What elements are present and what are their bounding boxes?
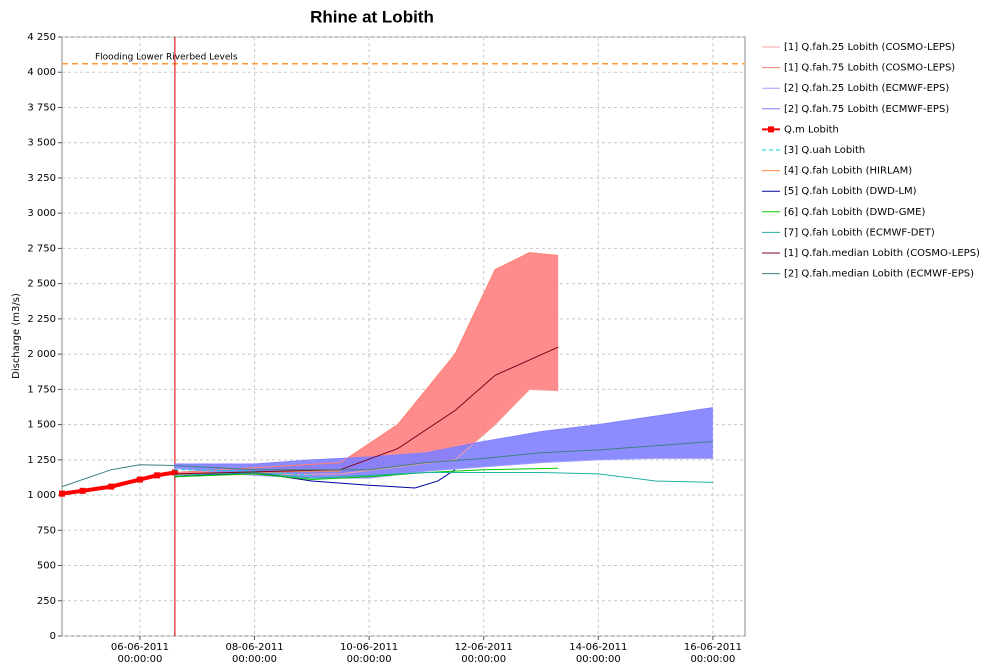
plot-area [61,36,746,637]
legend-label: [7] Q.fah Lobith (ECMWF-DET) [784,227,935,238]
y-tick-label: 3 000 [27,208,56,219]
reference-label: Flooding Lower Riverbed Levels [95,52,238,62]
y-tick-label: 3 500 [27,138,56,149]
point-marker [108,483,115,490]
series-line [174,407,713,465]
point-marker [171,469,178,476]
y-tick-label: 4 000 [27,67,56,78]
legend-marker [768,126,774,133]
point-marker [154,472,161,479]
y-tick-label: 1 750 [27,384,56,395]
y-tick-label: 2 000 [27,349,56,360]
y-tick-label: 750 [37,525,56,536]
x-tick-label: 08-06-2011 00:00:00 [225,642,284,665]
y-tick-label: 0 [50,631,56,642]
series-line [174,472,713,483]
y-tick-label: 1 500 [27,420,56,431]
band-area [174,252,559,476]
y-tick-label: 3 750 [27,102,56,113]
series-line [174,252,559,474]
point-marker [136,476,143,483]
point-marker [79,487,86,494]
legend-label: [3] Q.uah Lobith [784,145,865,156]
x-tick-label: 14-06-2011 00:00:00 [569,642,628,665]
x-tick-label: 06-06-2011 00:00:00 [110,642,169,665]
series-line [174,388,559,476]
x-tick-label: 16-06-2011 00:00:00 [683,642,742,665]
y-tick-label: 2 250 [27,314,56,325]
y-tick-label: 250 [37,596,56,607]
legend-label: Q.m Lobith [784,124,839,135]
legend-label: [1] Q.fah.median Lobith (COSMO-LEPS) [784,248,980,259]
y-tick-label: 4 250 [27,32,56,43]
series-line [174,469,312,476]
x-tick-label: 10-06-2011 00:00:00 [340,642,399,665]
legend-label: [1] Q.fah.25 Lobith (COSMO-LEPS) [784,42,955,53]
series-line [61,441,713,488]
series-line [174,346,559,475]
y-axis-label: Discharge (m3/s) [11,293,22,379]
y-tick-label: 2 500 [27,279,56,290]
x-tick-label: 12-06-2011 00:00:00 [454,642,513,665]
legend-label: [2] Q.fah.25 Lobith (ECMWF-EPS) [784,83,949,94]
legend-label: [2] Q.fah.median Lobith (ECMWF-EPS) [784,269,974,280]
legend-label: [1] Q.fah.75 Lobith (COSMO-LEPS) [784,63,955,74]
legend-label: [2] Q.fah.75 Lobith (ECMWF-EPS) [784,104,949,115]
series-line [174,467,559,481]
legend-label: [4] Q.fah Lobith (HIRLAM) [784,166,912,177]
y-tick-label: 1 000 [27,490,56,501]
legend-label: [6] Q.fah Lobith (DWD-GME) [784,207,925,218]
y-tick-label: 2 750 [27,243,56,254]
legend-label: [5] Q.fah Lobith (DWD-LM) [784,186,917,197]
y-tick-label: 1 250 [27,455,56,466]
y-tick-label: 500 [37,561,56,572]
point-marker [59,490,65,497]
chart-title: Rhine at Lobith [310,7,434,26]
y-tick-label: 3 250 [27,173,56,184]
